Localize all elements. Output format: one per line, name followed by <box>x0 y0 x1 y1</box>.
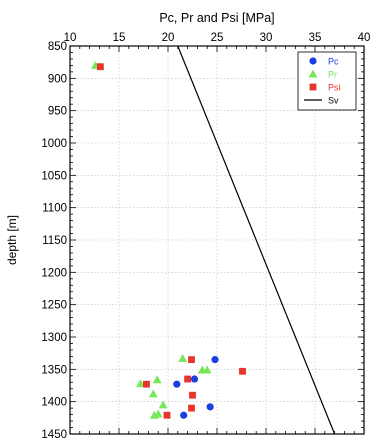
series-sv-line <box>177 45 336 435</box>
point-psi <box>96 63 104 71</box>
legend-box <box>297 51 357 111</box>
point-pr <box>148 389 158 398</box>
point-psi <box>188 356 195 364</box>
legend-swatch-pc <box>309 57 317 65</box>
legend-swatch-pr <box>308 69 318 78</box>
legend-label-pc: Pc <box>328 57 339 67</box>
legend-label-pr: Pr <box>328 70 337 80</box>
chart-title: Pc, Pr and Psi [MPa] <box>159 11 274 25</box>
point-pr <box>158 400 168 409</box>
y-tick-label: 1050 <box>41 170 67 182</box>
y-axis-label: depth [m] <box>5 215 19 265</box>
y-tick-label: 1400 <box>41 397 67 409</box>
y-tick-label: 1350 <box>41 364 67 376</box>
legend-swatch-psi <box>309 83 317 91</box>
point-pr <box>202 365 212 374</box>
legend-label-sv: Sv <box>328 96 339 106</box>
legend-label-psi: Psi <box>328 83 341 93</box>
point-psi <box>143 380 150 388</box>
point-psi <box>163 411 171 419</box>
point-psi <box>184 375 191 383</box>
point-psi <box>189 391 196 399</box>
y-tick-label: 950 <box>48 106 67 118</box>
y-tick-label: 1100 <box>42 203 67 215</box>
grid <box>70 46 364 434</box>
point-pc <box>206 403 214 411</box>
y-tick-label: 850 <box>48 41 67 53</box>
x-tick-label: 15 <box>113 32 126 44</box>
y-tick-label: 1250 <box>41 300 67 312</box>
x-tick-label: 10 <box>64 32 77 44</box>
point-pc <box>190 375 199 383</box>
x-tick-label: 40 <box>358 32 370 44</box>
point-pr <box>149 410 159 419</box>
y-tick-label: 1000 <box>41 138 67 150</box>
point-pc <box>173 380 181 388</box>
y-tick-label: 1300 <box>41 332 67 344</box>
sv-line-layer <box>177 45 336 435</box>
point-pr <box>178 353 188 362</box>
legend: Pc Pr Psi Sv <box>297 51 357 111</box>
x-tick-label: 25 <box>211 32 224 44</box>
x-tick-labels: 10 15 20 25 30 35 40 <box>64 32 370 44</box>
point-psi <box>239 367 246 375</box>
y-tick-labels: 850 900 950 1000 1050 1100 1150 1200 1250 1300 135… <box>41 41 67 439</box>
data-points <box>91 61 246 419</box>
point-pr <box>152 375 162 384</box>
point-pc <box>211 356 219 364</box>
y-tick-label: 1150 <box>42 235 67 247</box>
x-tick-label: 30 <box>260 32 273 44</box>
y-tick-label: 1200 <box>41 267 67 279</box>
point-pc <box>180 411 188 419</box>
point-pr <box>136 379 145 388</box>
x-tick-label: 20 <box>162 32 175 44</box>
y-tick-label: 900 <box>48 73 67 85</box>
y-tick-label: 1450 <box>41 429 67 439</box>
point-psi <box>188 404 195 412</box>
x-tick-label: 35 <box>309 32 322 44</box>
axis-ticks <box>69 45 365 435</box>
